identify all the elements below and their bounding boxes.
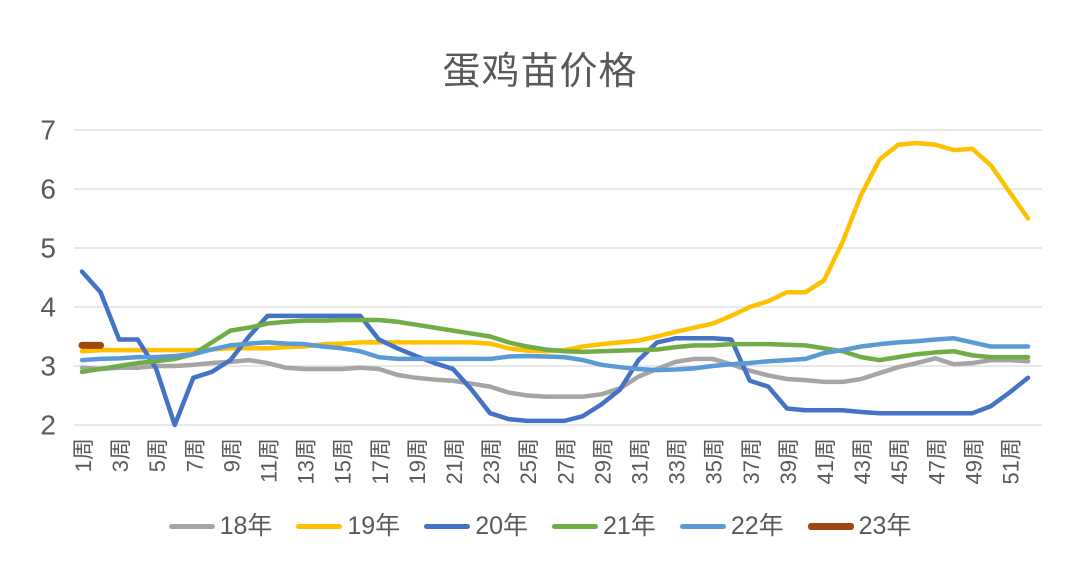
y-tick-label: 6 (40, 174, 56, 205)
x-tick-label: 43周 (850, 438, 875, 484)
series-line-18年 (79, 356, 1031, 399)
x-tick-label: 35周 (702, 438, 727, 484)
x-tick-label: 13周 (294, 438, 319, 484)
x-tick-label: 9周 (219, 438, 244, 472)
legend-label-19年: 19年 (347, 512, 401, 540)
legend-label-22年: 22年 (730, 512, 784, 540)
legend-item-23年: 23年 (807, 512, 912, 540)
x-tick-label: 51周 (999, 438, 1024, 484)
x-tick-label: 17周 (368, 438, 393, 484)
series-line-20年 (79, 269, 1031, 428)
legend-item-18年: 18年 (168, 512, 273, 540)
x-tick-label: 25周 (516, 438, 541, 484)
x-tick-label: 19周 (405, 438, 430, 484)
x-tick-label: 33周 (665, 438, 690, 484)
x-tick-label: 37周 (739, 438, 764, 484)
y-tick-label: 5 (40, 233, 56, 264)
x-tick-label: 21周 (442, 438, 467, 484)
y-tick-label: 4 (40, 292, 56, 323)
x-tick-label: 15周 (331, 438, 356, 484)
y-tick-label: 7 (40, 115, 56, 146)
legend-item-22年: 22年 (679, 512, 784, 540)
x-tick-label: 49周 (961, 438, 986, 484)
x-tick-label: 29周 (590, 438, 615, 484)
x-tick-label: 39周 (776, 438, 801, 484)
legend-item-21年: 21年 (552, 514, 656, 539)
legend-swatch-20年 (424, 524, 471, 529)
x-tick-label: 31周 (628, 438, 653, 484)
legend-item-19年: 19年 (296, 514, 400, 539)
legend-swatch-22年 (679, 524, 726, 529)
legend-label-21年: 21年 (603, 512, 656, 540)
y-tick-label: 3 (40, 351, 56, 382)
x-tick-label: 23周 (479, 438, 504, 484)
series-line-19年 (79, 140, 1031, 354)
legend-item-20年: 20年 (424, 514, 528, 539)
x-tick-label: 27周 (553, 438, 578, 484)
y-tick-label: 2 (40, 410, 56, 441)
series-line-21年 (79, 317, 1031, 375)
x-tick-label: 41周 (813, 438, 838, 484)
x-tick-label: 11周 (257, 438, 282, 483)
x-tick-label: 47周 (924, 438, 949, 484)
legend-swatch-19年 (296, 524, 343, 529)
x-tick-label: 3周 (108, 438, 133, 472)
x-tick-label: 45周 (887, 438, 912, 484)
x-tick-label: 7周 (182, 438, 207, 472)
series-line-22年 (79, 336, 1031, 373)
legend-swatch-23年 (807, 523, 854, 530)
x-tick-label: 5周 (145, 438, 170, 472)
x-tick-label: 1周 (71, 438, 96, 472)
chart-title: 蛋鸡苗价格 (442, 51, 638, 93)
legend-label-18年: 18年 (219, 512, 273, 540)
chart-legend: 18年 19年 20年 21年 22年 23年 (0, 514, 1080, 539)
legend-label-20年: 20年 (475, 512, 528, 540)
legend-label-23年: 23年 (858, 512, 912, 540)
legend-swatch-21年 (552, 524, 598, 529)
legend-swatch-18年 (168, 524, 215, 529)
